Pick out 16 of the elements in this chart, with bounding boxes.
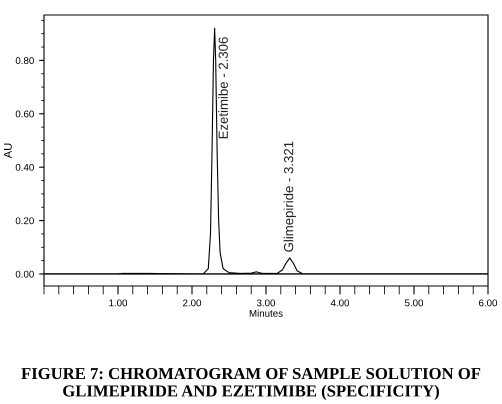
y-tick-label: 0.00 <box>16 270 34 278</box>
x-tick-label: 3.00 <box>256 299 276 306</box>
y-axis-title: AU <box>4 144 12 158</box>
y-tick-label: 0.20 <box>16 217 34 224</box>
x-axis-title: Minutes <box>250 310 283 317</box>
x-tick-label: 6.00 <box>479 299 498 306</box>
annotation: Ezetimibe - 2.306 <box>218 37 228 138</box>
x-tick-label: 2.00 <box>183 299 202 306</box>
y-tick-label: 0.60 <box>16 110 34 118</box>
text: FIGURE 7: CHROMATOGRAM OF SAMPLE SOLUTION OF GLIMEPIRIDE AND EZETIMIBE (SPECIFICITY) <box>21 368 480 400</box>
x-tick-label: 4.00 <box>330 299 350 306</box>
x-tick-label: 1.00 <box>109 299 128 306</box>
x-tick-label: 5.00 <box>404 299 424 306</box>
y-tick-label: 0.40 <box>16 164 34 171</box>
y-tick-label: 0.80 <box>16 57 34 64</box>
annotation: Glimepiride - 3.321 <box>284 142 296 252</box>
